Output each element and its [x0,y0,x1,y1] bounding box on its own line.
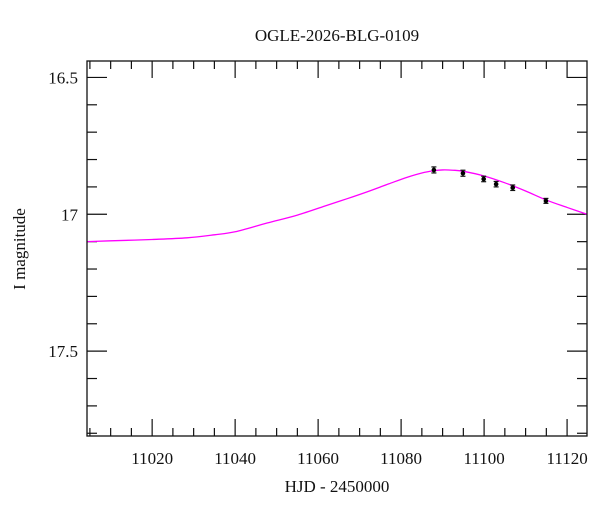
data-point [510,184,516,192]
data-point [431,166,437,174]
model-curve [86,169,588,243]
x-axis-label: HJD - 2450000 [285,477,390,496]
x-tick-label: 11040 [214,449,256,468]
y-tick-label: 17 [61,205,79,224]
data-marker [493,181,499,187]
data-marker [431,167,437,173]
axis-ticks [87,61,587,436]
y-axis-label: I magnitude [10,208,29,290]
x-tick-label: 11080 [380,449,422,468]
x-tick-label: 11100 [463,449,504,468]
x-tick-label: 11060 [297,449,339,468]
y-tick-label: 16.5 [48,68,78,87]
plot-area [86,166,588,243]
data-marker [481,176,486,182]
data-point [493,180,499,188]
data-marker [543,198,549,204]
x-tick-label: 11020 [131,449,173,468]
data-marker [510,185,516,191]
plot-frame [86,60,588,437]
y-tick-label: 17.5 [48,342,78,361]
data-point [481,175,487,183]
data-marker [460,170,466,176]
x-tick-label: 11120 [546,449,587,468]
data-point [543,197,549,204]
tick-labels: 11020 11040 11060 11080 11100 11120 16.5 17 17.5 [48,68,587,468]
data-point [460,169,466,177]
chart-title: OGLE-2026-BLG-0109 [255,26,419,45]
